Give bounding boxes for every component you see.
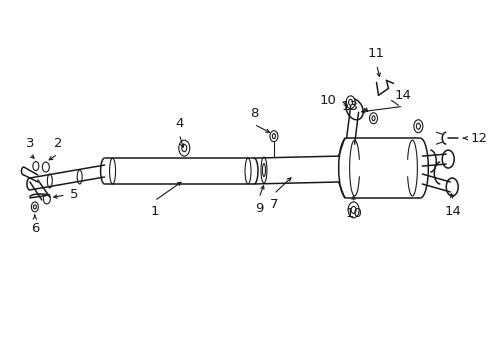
Ellipse shape <box>351 206 356 213</box>
Ellipse shape <box>48 174 52 188</box>
Ellipse shape <box>261 157 267 183</box>
Text: 9: 9 <box>255 202 263 215</box>
Ellipse shape <box>346 99 363 120</box>
Ellipse shape <box>179 140 190 156</box>
Text: 11: 11 <box>368 48 385 60</box>
Ellipse shape <box>348 202 359 218</box>
Ellipse shape <box>33 205 36 209</box>
Text: 14: 14 <box>395 89 412 102</box>
Text: 5: 5 <box>70 188 78 202</box>
Ellipse shape <box>77 170 82 184</box>
Ellipse shape <box>416 123 420 129</box>
Text: 7: 7 <box>270 198 278 211</box>
Ellipse shape <box>33 162 39 171</box>
Ellipse shape <box>442 150 454 168</box>
Text: 13: 13 <box>342 100 359 113</box>
Ellipse shape <box>446 178 458 196</box>
Text: 8: 8 <box>250 107 258 120</box>
Text: 2: 2 <box>53 137 62 150</box>
Text: 4: 4 <box>175 117 183 130</box>
Ellipse shape <box>372 116 375 121</box>
Ellipse shape <box>369 113 377 124</box>
Text: 6: 6 <box>31 222 39 235</box>
Ellipse shape <box>346 96 355 109</box>
Ellipse shape <box>31 202 38 212</box>
Ellipse shape <box>245 158 251 184</box>
Ellipse shape <box>414 120 423 133</box>
Ellipse shape <box>270 131 278 141</box>
Text: 10: 10 <box>320 94 337 107</box>
Ellipse shape <box>42 162 49 172</box>
Text: 1: 1 <box>150 205 159 218</box>
Text: 3: 3 <box>25 137 34 150</box>
Text: 14: 14 <box>445 205 462 218</box>
Ellipse shape <box>348 99 353 105</box>
Ellipse shape <box>43 194 50 204</box>
Ellipse shape <box>263 163 266 176</box>
Text: 12: 12 <box>470 132 487 145</box>
Ellipse shape <box>110 158 116 184</box>
Ellipse shape <box>182 145 187 152</box>
Text: 10: 10 <box>345 207 362 220</box>
Ellipse shape <box>272 134 275 139</box>
